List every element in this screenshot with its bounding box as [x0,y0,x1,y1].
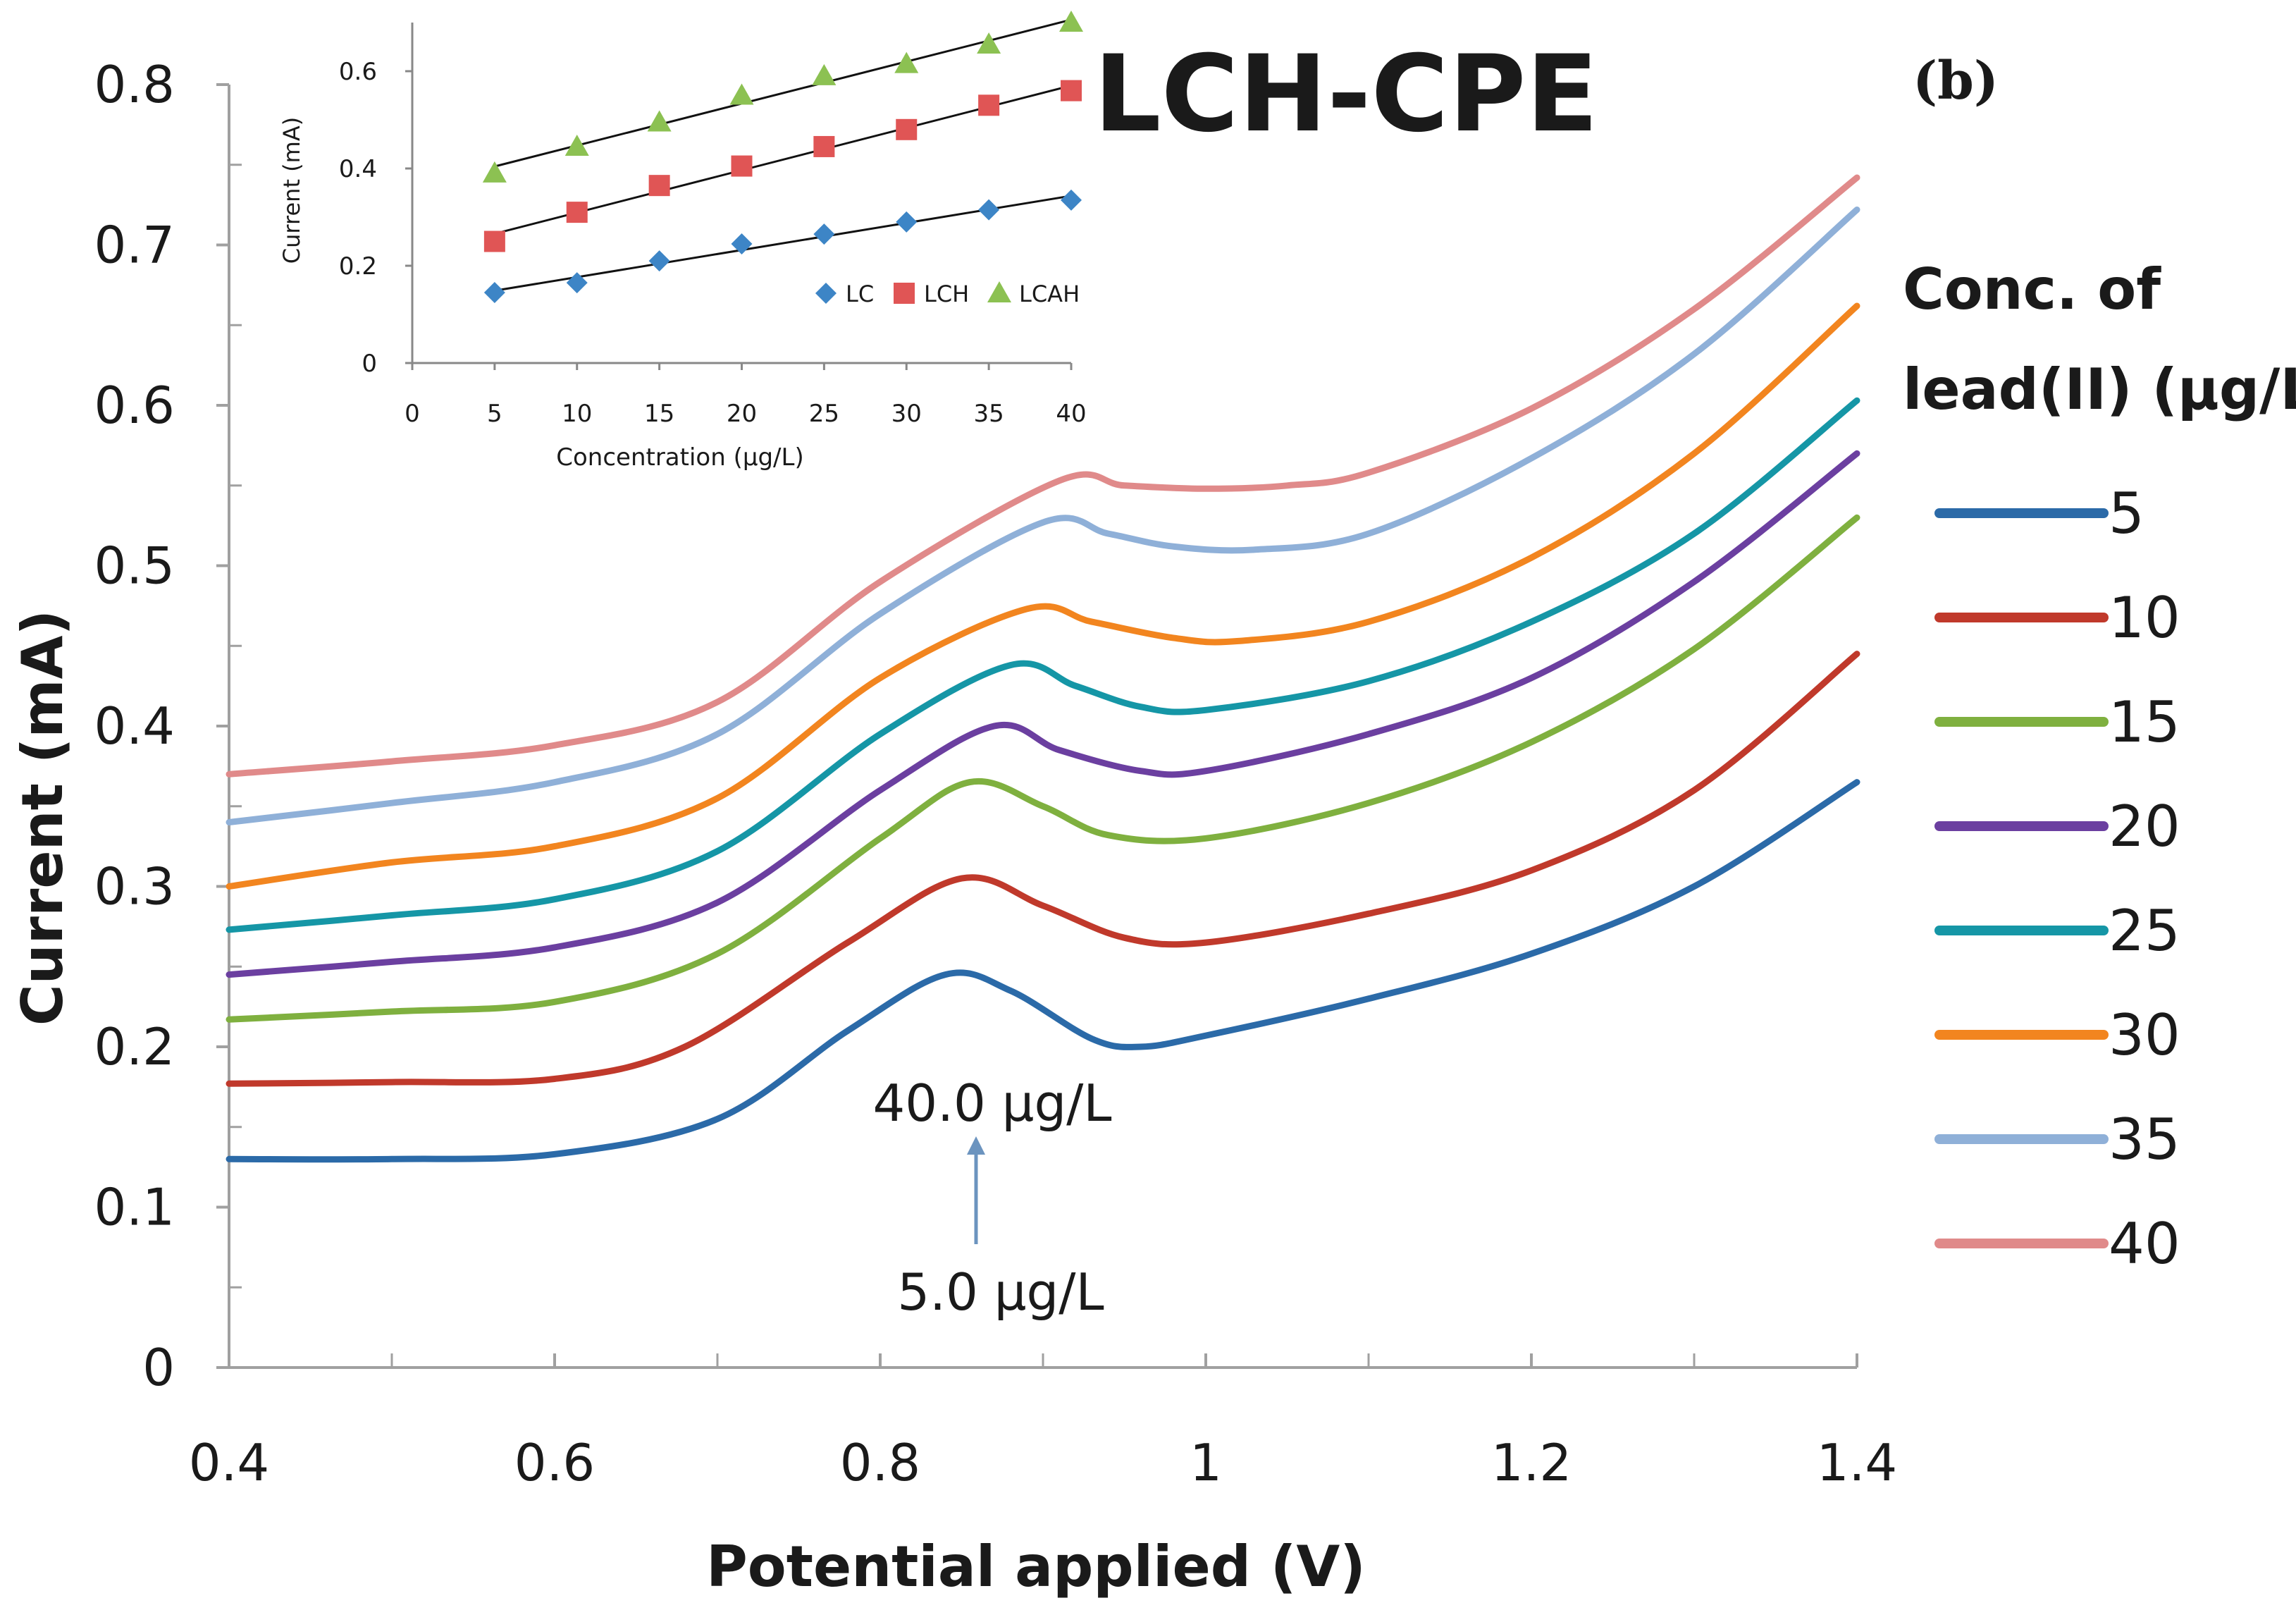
inset-legend-marker-LC [815,283,837,304]
inset-legend: LC LCH LCAH [815,281,1080,307]
inset-legend-label-LCH: LCH [924,281,969,307]
legend-label-25: 25 [2109,898,2180,964]
inset-point-LCAH [894,51,919,73]
inset-x-tick-label: 15 [644,400,674,428]
series-line-35 [226,207,1860,825]
x-tick-label: 1 [1190,1433,1222,1492]
series-line-5 [226,779,1860,1163]
legend-label-10: 10 [2109,585,2180,651]
inset-point-LCH [731,155,753,177]
legend-label-30: 30 [2109,1002,2180,1068]
inset-point-LC [648,250,670,272]
main-axes: 0 0.1 0.2 0.3 0.4 0.5 0.6 0.7 0.8 0.4 0.6 0.8 1 1.2 1.… [94,55,1897,1492]
annotation-arrowhead [967,1136,985,1155]
series-line-25 [226,397,1860,933]
x-tick-label: 0.8 [840,1433,921,1492]
inset-trendline-LCH [494,84,1072,235]
inset-trendline-LC [494,195,1072,292]
annotation-high: 40.0 µg/L [872,1074,1111,1133]
y-tick-label: 0.4 [94,696,175,756]
inset-point-LC [731,233,753,254]
series-line-15 [226,514,1860,1023]
y-tick-label: 0.5 [94,536,175,596]
inset-point-LCH [483,231,505,252]
inset-x-tick-label: 30 [891,400,922,428]
inset-legend-label-LC: LC [846,281,874,307]
legend-label-35: 35 [2109,1107,2180,1172]
inset-point-LC [813,223,835,245]
legend-title-line2: lead(II) (µg/L) [1903,357,2296,422]
inset-point-LC [566,272,588,294]
inset-y-tick-label: 0 [362,350,377,378]
legend-label-5: 5 [2109,481,2144,546]
main-series [226,174,1860,1163]
y-tick-label: 0.1 [94,1178,175,1237]
inset-point-LC [896,211,918,233]
annotation-low: 5.0 µg/L [897,1262,1104,1322]
y-tick-label: 0 [142,1338,175,1397]
inset-y-tick-label: 0.6 [339,58,377,86]
inset-x-tick-label: 0 [405,400,420,428]
inset-series [482,11,1083,303]
inset-x-tick-label: 10 [562,400,592,428]
inset-x-tick-label: 20 [727,400,757,428]
inset-point-LCAH [812,63,837,85]
x-tick-label: 0.6 [514,1433,595,1492]
inset-point-LCH [1061,80,1082,102]
panel-label: (b) [1913,51,1999,111]
y-tick-label: 0.8 [94,55,175,114]
inset-point-LCH [813,135,835,157]
series-line-30 [226,302,1860,890]
legend-label-20: 20 [2109,794,2180,859]
legend-label-40: 40 [2109,1211,2180,1277]
inset-x-tick-label: 25 [809,400,839,428]
series-line-10 [226,651,1860,1087]
x-tick-label: 1.4 [1817,1433,1898,1492]
inset-point-LCH [648,175,670,197]
inset-legend-marker-LCAH [987,281,1011,302]
inset-y-axis-title: Current (mA) [278,117,305,264]
inset-x-tick-label: 40 [1056,400,1086,428]
inset-y-tick-label: 0.2 [339,252,377,281]
series-line-40 [226,174,1860,778]
legend-label-15: 15 [2109,689,2180,755]
inset-y-tick-label: 0.4 [339,155,377,183]
inset-point-LCAH [977,32,1001,54]
legend-title-line1: Conc. of [1903,257,2161,322]
inset-point-LCH [978,94,1000,116]
y-tick-label: 0.6 [94,376,175,435]
inset-legend-marker-LCH [894,283,915,304]
inset-point-LCAH [1059,11,1083,32]
x-axis-title: Potential applied (V) [706,1534,1366,1599]
inset-point-LC [978,199,1000,221]
inset-x-axis-title: Concentration (µg/L) [556,443,803,472]
inset-point-LCH [896,118,918,140]
inset-point-LC [483,281,505,303]
y-tick-label: 0.7 [94,216,175,275]
inset-point-LC [1061,189,1082,211]
inset-point-LCAH [647,110,672,132]
y-axis-title: Current (mA) [10,610,75,1026]
inset-legend-label-LCAH: LCAH [1019,281,1080,307]
inset-x-tick-label: 5 [487,400,502,428]
chart-title: LCH-CPE [1094,33,1598,156]
y-tick-label: 0.3 [94,857,175,916]
inset-chart: 0 0.2 0.4 0.6 0 5 10 15 20 25 30 35 40 Concentration… [278,11,1087,472]
inset-point-LCAH [729,83,754,105]
inset-axes: 0 0.2 0.4 0.6 0 5 10 15 20 25 30 35 40 [339,23,1087,428]
inset-x-tick-label: 35 [973,400,1004,428]
x-tick-label: 0.4 [189,1433,270,1492]
inset-trendline-LCAH [494,18,1072,168]
x-tick-label: 1.2 [1491,1433,1572,1492]
inset-point-LCAH [564,134,589,156]
legend: 5 10 15 20 25 30 35 40 [1934,481,2180,1277]
inset-point-LCAH [482,161,507,183]
series-line-20 [226,450,1860,978]
inset-point-LCH [566,202,588,223]
y-tick-label: 0.2 [94,1017,175,1076]
